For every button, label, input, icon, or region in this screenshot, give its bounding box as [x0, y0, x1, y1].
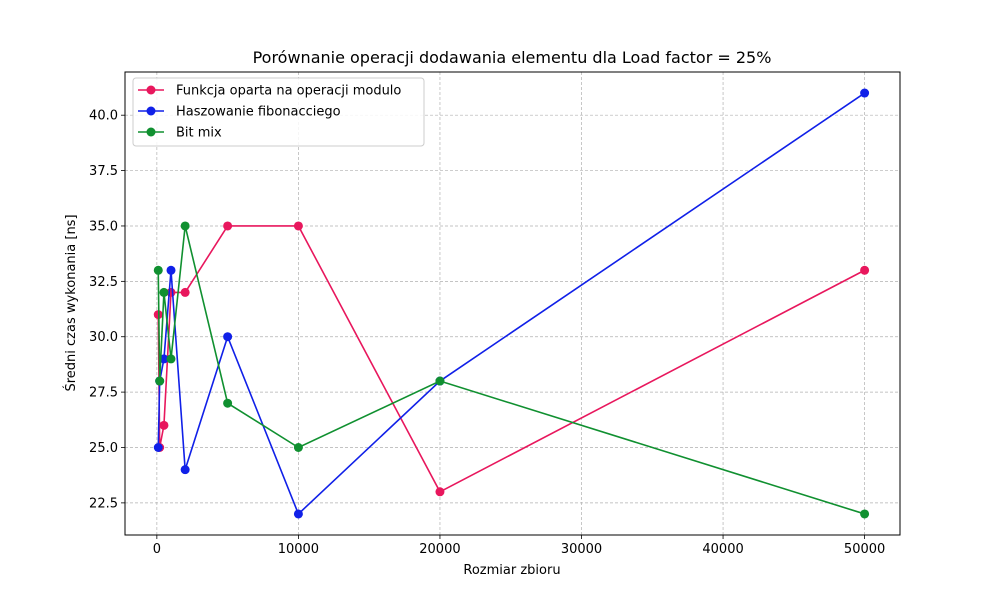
- x-axis-label: Rozmiar zbioru: [463, 563, 560, 578]
- y-tick-label: 27.5: [89, 386, 118, 401]
- data-point: [223, 221, 233, 231]
- data-point: [435, 487, 445, 497]
- data-point: [180, 465, 190, 475]
- series-3: [153, 221, 870, 519]
- data-point: [293, 509, 303, 519]
- y-tick-label: 25.0: [89, 441, 118, 456]
- data-point: [180, 221, 190, 231]
- x-tick-label: 50000: [844, 542, 885, 557]
- y-axis: 22.5 25.0 27.5 30.0 32.5 35.0 37.5 40.0: [89, 109, 125, 511]
- x-tick-label: 40000: [702, 542, 743, 557]
- data-point: [153, 442, 163, 452]
- y-axis-label: Średni czas wykonania [ns]: [63, 214, 79, 391]
- data-point: [223, 332, 233, 342]
- x-axis: 0 10000 20000 30000 40000 50000: [153, 535, 885, 557]
- data-point: [293, 442, 303, 452]
- y-tick-label: 32.5: [89, 275, 118, 290]
- grid: [125, 72, 900, 535]
- legend-marker: [146, 127, 156, 137]
- x-tick-label: 0: [153, 542, 161, 557]
- data-point: [860, 88, 870, 98]
- data-point: [293, 221, 303, 231]
- data-point: [155, 376, 165, 386]
- data-point: [159, 354, 169, 364]
- data-point: [223, 398, 233, 408]
- series-layer: [153, 88, 870, 519]
- data-point: [153, 265, 163, 275]
- legend-marker: [146, 106, 156, 116]
- data-point: [166, 265, 176, 275]
- legend-label: Haszowanie fibonacciego: [176, 105, 341, 120]
- x-tick-label: 30000: [561, 542, 602, 557]
- data-point: [860, 265, 870, 275]
- y-tick-label: 35.0: [89, 219, 118, 234]
- y-tick-label: 30.0: [89, 330, 118, 345]
- data-point: [860, 509, 870, 519]
- x-tick-label: 20000: [419, 542, 460, 557]
- chart-title: Porównanie operacji dodawania elementu d…: [253, 48, 772, 67]
- legend-label: Funkcja oparta na operacji modulo: [176, 84, 401, 99]
- data-point: [180, 287, 190, 297]
- y-tick-label: 37.5: [89, 164, 118, 179]
- data-point: [159, 287, 169, 297]
- legend: Funkcja oparta na operacji modulo Haszowa…: [132, 77, 425, 147]
- data-point: [435, 376, 445, 386]
- x-tick-label: 10000: [278, 542, 319, 557]
- y-tick-label: 22.5: [89, 496, 118, 511]
- legend-marker: [146, 85, 156, 95]
- plot-frame: [124, 71, 901, 536]
- y-tick-label: 40.0: [89, 109, 118, 124]
- data-point: [166, 354, 176, 364]
- data-point: [159, 420, 169, 430]
- legend-box: [132, 77, 425, 147]
- legend-label: Bit mix: [176, 126, 222, 141]
